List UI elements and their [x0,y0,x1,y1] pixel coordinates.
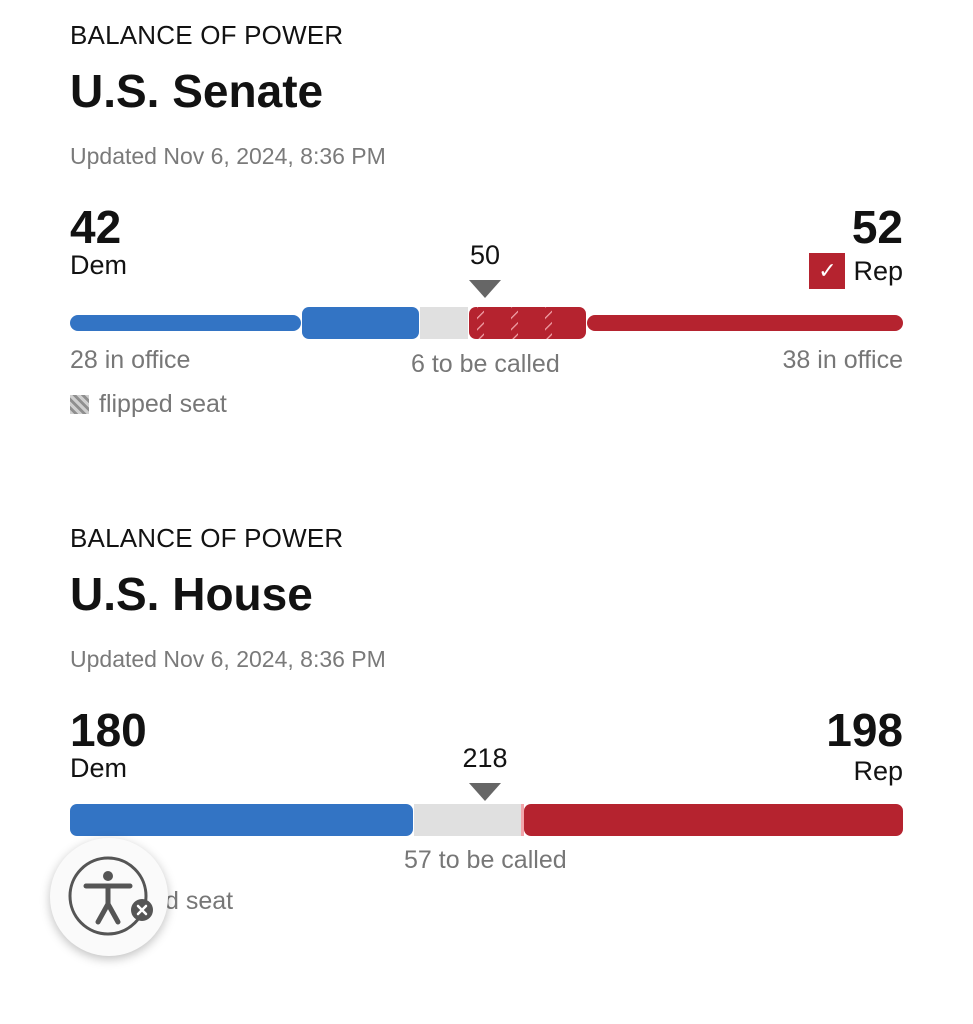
hatch-swatch-icon [70,395,89,414]
senate-title: U.S. Senate [70,65,324,117]
flipped-seat-legend: flipped seat [70,390,227,419]
house-rep-label-group: Rep [853,756,903,787]
house-dem-count: 180 [70,704,147,756]
senate-dem-in-office-segment [70,315,301,331]
senate-rep-count: 52 [851,201,903,253]
close-icon[interactable] [130,898,154,922]
senate-dem-label: Dem [70,250,128,280]
house-rep-label: Rep [853,756,903,786]
house-flip-seat [521,804,524,836]
senate-dem-count: 42 [70,201,122,253]
winner-check-icon: ✓ [809,253,846,289]
senate-dem-won-segment [302,307,419,339]
majority-marker-icon [469,280,501,298]
senate-uncalled-segment [420,307,468,339]
house-updated: Updated Nov 6, 2024, 8:36 PM [70,646,386,672]
house-flipped-seat-legend: d seat [165,887,233,916]
legend-label: d seat [165,887,234,915]
house-title: U.S. House [70,568,313,620]
house-seat-bar [70,804,903,836]
senate-rep-won-segment [469,307,586,339]
accessibility-icon [68,856,148,936]
senate-rep-in-office-segment [587,315,903,331]
senate-flip-seat-2 [511,307,518,339]
house-uncalled-segment [414,804,521,836]
senate-flip-seat-1 [477,307,484,339]
senate-rep-label: Rep [853,255,903,286]
senate-rep-in-office: 38 in office [782,346,903,374]
majority-marker-icon [469,783,501,801]
senate-updated: Updated Nov 6, 2024, 8:36 PM [70,143,386,169]
house-kicker: BALANCE OF POWER [70,523,344,553]
house-rep-segment [524,804,903,836]
senate-flip-seat-3 [545,307,552,339]
senate-majority-number: 50 [469,240,501,270]
house-dem-segment [70,804,413,836]
senate-rep-label-group: ✓ Rep [809,253,903,289]
legend-label: flipped seat [99,390,227,418]
accessibility-button[interactable] [50,838,168,956]
house-rep-count: 198 [826,704,903,756]
senate-dem-in-office: 28 in office [70,346,191,374]
senate-kicker: BALANCE OF POWER [70,20,344,50]
senate-to-be-called: 6 to be called [411,350,560,378]
senate-seat-bar [70,307,903,339]
house-dem-label: Dem [70,753,128,783]
house-majority-number: 218 [462,743,508,773]
house-to-be-called: 57 to be called [404,846,567,874]
